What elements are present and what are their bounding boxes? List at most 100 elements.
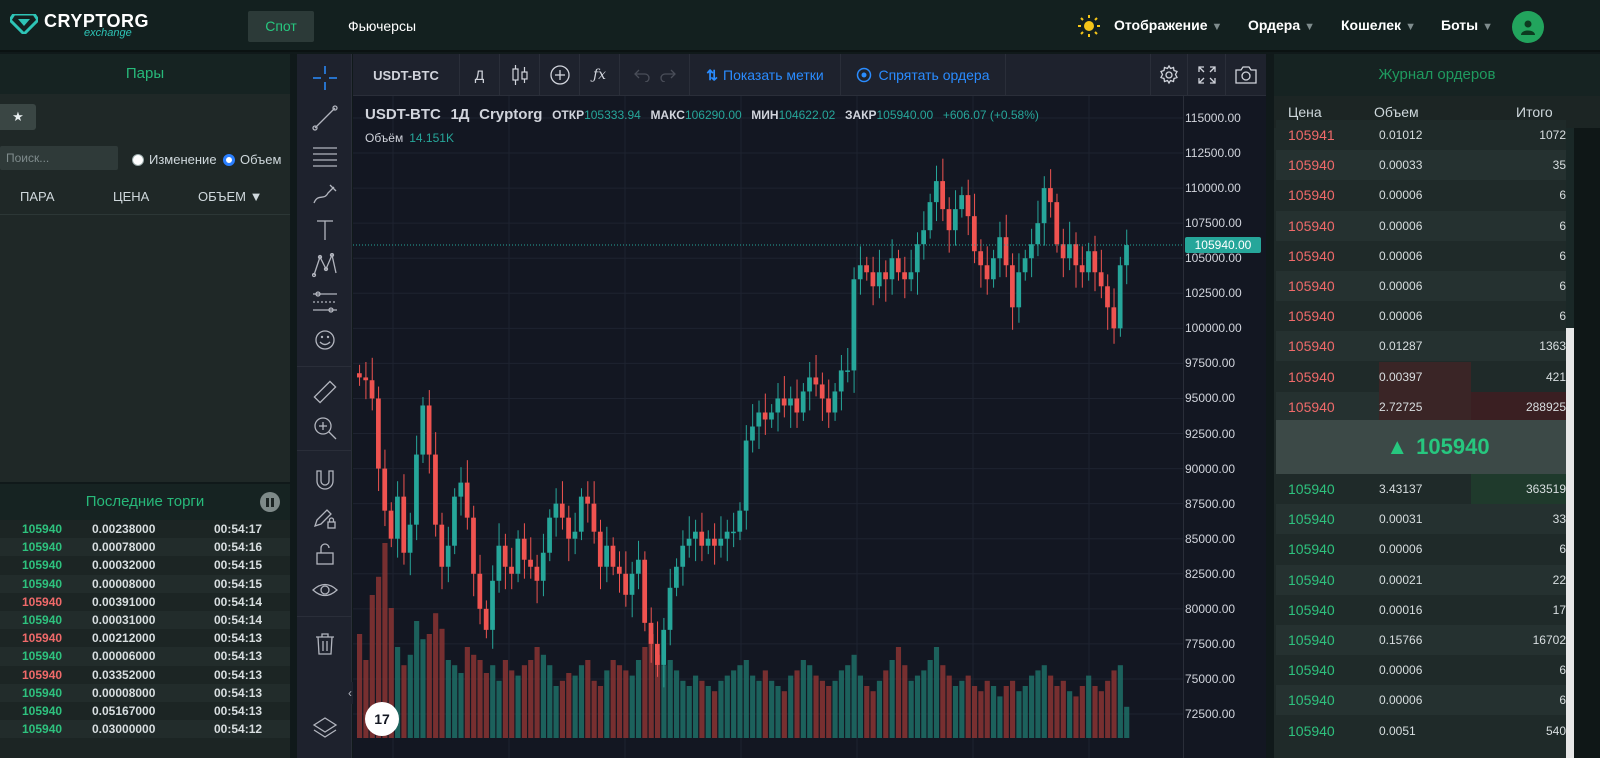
tab-futures[interactable]: Фьючерсы <box>347 18 417 34</box>
trade-row: 105940 0.00078000 00:54:16 <box>0 538 290 557</box>
ask-row[interactable]: 105940 0.00006 6 <box>1276 301 1566 332</box>
candle-body <box>851 279 857 371</box>
zoom-tool[interactable] <box>297 410 352 446</box>
volume-bar <box>712 691 718 738</box>
ask-row[interactable]: 105940 0.00006 6 <box>1276 210 1566 241</box>
ask-row[interactable]: 105940 0.01287 1363 <box>1276 331 1566 362</box>
trade-amount: 0.03000000 <box>92 722 156 737</box>
ask-amount: 0.01012 <box>1379 128 1423 142</box>
volume-bar <box>502 660 508 738</box>
delete-tool[interactable] <box>297 626 352 662</box>
volume-bar <box>635 660 642 738</box>
chevron-down-icon: ▼ <box>1482 21 1493 33</box>
ask-row[interactable]: 105940 0.00006 6 <box>1276 240 1566 271</box>
symbol-selector[interactable]: USDT-BTC <box>353 54 460 96</box>
menu-bots[interactable]: Боты ▼ <box>1441 17 1493 33</box>
column-volume[interactable]: ОБЪЕМ ▼ <box>198 189 263 204</box>
tab-spot[interactable]: Спот <box>248 11 314 42</box>
object-tree-tool[interactable] <box>297 710 352 746</box>
legend-open-value: 105333.94 <box>584 108 641 122</box>
bid-price: 105940 <box>1288 511 1335 528</box>
bid-row[interactable]: 105940 0.00006 6 <box>1276 534 1566 565</box>
column-pair[interactable]: ПАРА <box>20 189 55 204</box>
column-price[interactable]: ЦЕНА <box>113 189 150 204</box>
bid-row[interactable]: 105940 0.0051 540 <box>1276 715 1566 746</box>
user-avatar[interactable] <box>1512 11 1544 43</box>
crosshair-tool[interactable] <box>297 60 352 96</box>
pair-search-input[interactable] <box>0 146 118 170</box>
hide-orders-button[interactable]: Спрятать ордера <box>841 54 1006 96</box>
trend-line-tool[interactable] <box>297 100 352 136</box>
volume-bar <box>781 691 787 738</box>
sun-icon[interactable] <box>1078 15 1100 37</box>
tradingview-logo[interactable]: 17 <box>365 702 399 736</box>
volume-bar <box>952 686 959 738</box>
text-tool[interactable] <box>297 212 352 248</box>
fullscreen-button[interactable] <box>1188 54 1226 96</box>
settings-button[interactable] <box>1150 54 1188 96</box>
volume-bar <box>750 675 756 738</box>
ask-row[interactable]: 105940 0.00397 421 <box>1276 361 1566 392</box>
lock-all-tool[interactable] <box>297 536 352 572</box>
legend-interval: 1Д <box>450 106 470 123</box>
candlestick-chart[interactable] <box>353 96 1266 758</box>
volume-bar <box>401 665 407 738</box>
ruler-tool[interactable] <box>297 374 352 410</box>
volume-bar <box>1111 670 1117 738</box>
price-chart[interactable]: USDT-BTC 1Д Cryptorg ОТКР105333.94 МАКС1… <box>353 96 1266 758</box>
menu-orders[interactable]: Ордера ▼ <box>1248 17 1315 33</box>
logo[interactable]: CRYPTORG exchange <box>10 12 149 39</box>
collapse-toolbar-button[interactable]: ‹ <box>345 682 355 704</box>
ask-amount: 0.00006 <box>1379 188 1423 203</box>
candle-body <box>864 265 869 273</box>
screenshot-button[interactable] <box>1226 54 1266 96</box>
compare-button[interactable] <box>540 54 580 96</box>
favorites-button[interactable]: ★ <box>0 104 36 130</box>
candle-body <box>927 202 933 231</box>
scrollbar-track[interactable] <box>1566 128 1574 758</box>
ask-row[interactable]: 105941 0.01012 1072 <box>1276 120 1566 150</box>
chart-type-button[interactable] <box>500 54 540 96</box>
candle-body <box>705 538 711 546</box>
brush-tool[interactable] <box>297 176 352 212</box>
bid-row[interactable]: 105940 0.00031 33 <box>1276 504 1566 535</box>
prediction-tool[interactable] <box>297 284 352 320</box>
radio-volume[interactable]: Объем <box>223 152 281 167</box>
emoji-tool[interactable] <box>297 322 352 358</box>
menu-wallet[interactable]: Кошелек ▼ <box>1341 17 1416 33</box>
bid-amount: 0.00006 <box>1379 542 1423 557</box>
indicators-button[interactable]: ƒx <box>580 54 620 96</box>
pause-button[interactable] <box>260 492 280 512</box>
candle-body <box>1067 244 1072 259</box>
ask-row[interactable]: 105940 0.00006 6 <box>1276 271 1566 301</box>
menu-display[interactable]: Отображение ▼ <box>1114 17 1222 33</box>
bid-row[interactable]: 105940 0.00006 6 <box>1276 685 1566 716</box>
pattern-tool[interactable] <box>297 248 352 284</box>
undo-redo[interactable] <box>620 54 690 96</box>
radio-change[interactable]: Изменение <box>132 152 217 167</box>
bid-row[interactable]: 105940 0.00021 22 <box>1276 564 1566 595</box>
bid-row[interactable]: 105940 0.00006 6 <box>1276 655 1566 686</box>
bid-row[interactable]: 105940 3.43137 363519 <box>1276 474 1566 504</box>
trade-price: 105940 <box>22 667 63 682</box>
pairs-title: Пары <box>0 54 290 94</box>
hide-drawings-tool[interactable] <box>297 572 352 608</box>
volume-bar <box>483 673 489 738</box>
interval-selector[interactable]: Д <box>460 54 500 96</box>
horizontal-lines-tool[interactable] <box>297 138 352 174</box>
show-marks-button[interactable]: ⇅ Показать метки <box>690 54 841 96</box>
volume-bar <box>984 680 990 738</box>
bid-price: 105940 <box>1288 722 1335 739</box>
scrollbar-thumb[interactable] <box>1566 128 1574 328</box>
magnet-icon <box>315 470 334 490</box>
depth-bar <box>1379 361 1471 392</box>
trade-price: 105940 <box>22 704 63 718</box>
magnet-tool[interactable] <box>297 462 352 498</box>
ask-row[interactable]: 105940 0.00033 35 <box>1276 150 1566 181</box>
ask-row[interactable]: 105940 0.00006 6 <box>1276 180 1566 211</box>
ask-row[interactable]: 105940 2.72725 288925 <box>1276 391 1566 422</box>
bid-row[interactable]: 105940 0.00016 17 <box>1276 594 1566 625</box>
bid-row[interactable]: 105940 0.15766 16702 <box>1276 625 1566 655</box>
menu-wallet-label: Кошелек <box>1341 17 1402 33</box>
lock-drawing-tool[interactable] <box>297 500 352 536</box>
